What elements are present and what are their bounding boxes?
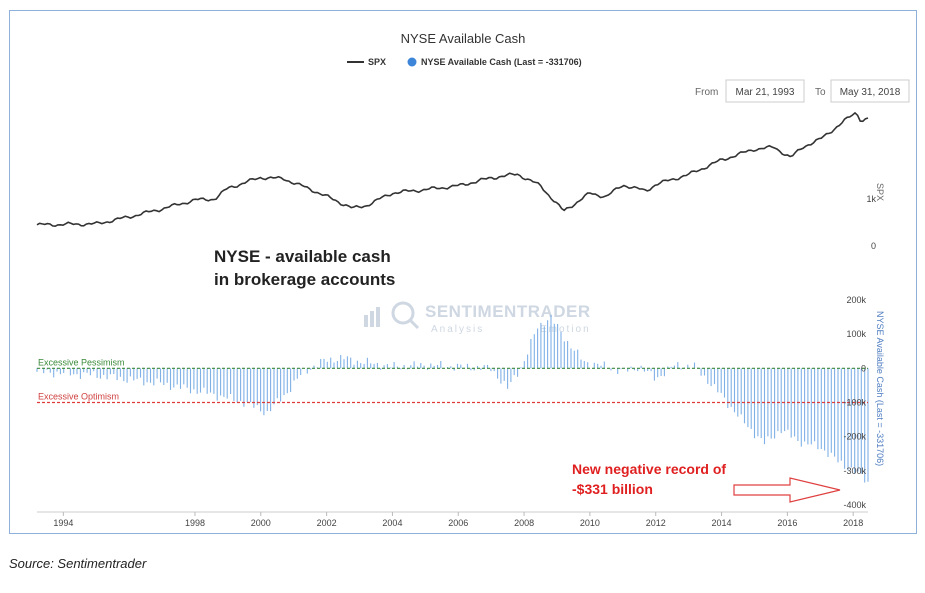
x-tick-label: 1998: [185, 518, 205, 528]
range-selector: From Mar 21, 1993 To May 31, 2018: [695, 79, 910, 103]
range-from-input[interactable]: [725, 79, 805, 103]
bottom-y-tick: 200k: [846, 295, 866, 305]
threshold-optimism-label: Excessive Optimism: [38, 392, 119, 402]
watermark: SENTIMENTRADER Analysis Emotion: [364, 301, 591, 335]
x-tick-label: 2010: [580, 518, 600, 528]
chart-title: NYSE Available Cash: [401, 31, 526, 46]
watermark-text: SENTIMENTRADER: [425, 302, 591, 321]
range-to-value[interactable]: May 31, 2018: [840, 87, 901, 98]
bottom-y-tick: -200k: [843, 432, 866, 442]
top-y-tick: 1k: [866, 194, 876, 204]
bottom-y-ticks: 200k 100k 0 -100k -200k -300k -400k: [843, 295, 866, 510]
record-arrow-icon: [733, 477, 841, 503]
record-annotation-line-2: -$331 billion: [572, 481, 653, 497]
legend-cash-label[interactable]: NYSE Available Cash (Last = -331706): [421, 57, 582, 67]
top-y-ticks: 1k 0: [866, 194, 876, 251]
x-tick-label: 2002: [317, 518, 337, 528]
range-to-label: To: [815, 87, 826, 98]
watermark-sub2-text: Emotion: [540, 324, 591, 335]
bottom-y-tick: -300k: [843, 466, 866, 476]
spx-series-line[interactable]: [36, 111, 869, 228]
bottom-axis-title: NYSE Available Cash (Last = -331706): [875, 311, 885, 466]
x-tick-label: 2006: [448, 518, 468, 528]
record-annotation-line-1: New negative record of: [572, 461, 726, 477]
x-tick-label: 1994: [53, 518, 73, 528]
legend[interactable]: SPX NYSE Available Cash (Last = -331706): [347, 57, 582, 67]
legend-cash-swatch: [407, 57, 417, 67]
annotation-line-1: NYSE - available cash: [214, 247, 391, 266]
x-axis-ticks: 1994 1998 2000 2002 2004 2006 2008 2010 2012 2014…: [37, 511, 868, 528]
x-tick-label: 2018: [843, 518, 863, 528]
x-tick-label: 2014: [712, 518, 732, 528]
chart-frame: NYSE Available Cash SPX NYSE Available C…: [9, 10, 917, 534]
bottom-y-tick: -100k: [843, 398, 866, 408]
top-y-tick: 0: [871, 241, 876, 251]
cash-bars: [36, 314, 869, 483]
watermark-sub-text: Analysis: [431, 324, 484, 335]
x-tick-label: 2012: [646, 518, 666, 528]
bottom-y-tick: 100k: [846, 329, 866, 339]
chart-canvas: NYSE Available Cash SPX NYSE Available C…: [36, 31, 910, 528]
source-caption: Source: Sentimentrader: [9, 556, 147, 571]
range-from-label: From: [695, 87, 718, 98]
top-axis-title: SPX: [875, 183, 885, 201]
legend-spx-label[interactable]: SPX: [368, 57, 386, 67]
x-tick-label: 2008: [514, 518, 534, 528]
x-tick-label: 2016: [777, 518, 797, 528]
range-from-value[interactable]: Mar 21, 1993: [736, 87, 795, 98]
annotation-line-2: in brokerage accounts: [214, 270, 395, 289]
x-tick-label: 2004: [382, 518, 402, 528]
range-to-input[interactable]: [830, 79, 910, 103]
bottom-y-tick: -400k: [843, 500, 866, 510]
threshold-pessimism-label: Excessive Pessimism: [38, 357, 125, 367]
bottom-y-tick: 0: [861, 363, 866, 373]
watermark-logo-icon: [364, 301, 420, 330]
x-tick-label: 2000: [251, 518, 271, 528]
